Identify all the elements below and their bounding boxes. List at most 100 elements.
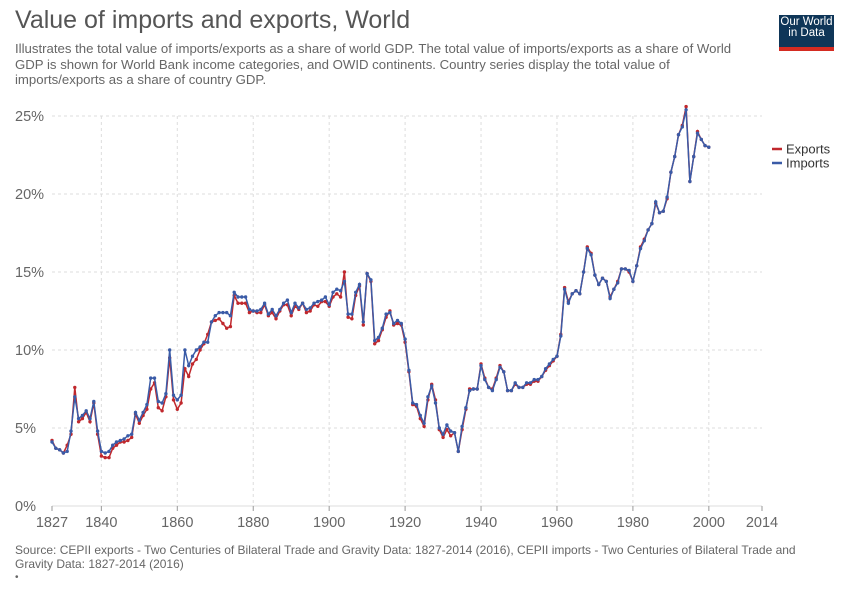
data-point[interactable]	[578, 292, 582, 296]
data-point[interactable]	[183, 348, 187, 352]
data-point[interactable]	[69, 429, 73, 433]
data-point[interactable]	[122, 437, 126, 441]
data-point[interactable]	[661, 209, 665, 213]
data-point[interactable]	[99, 454, 104, 458]
data-point[interactable]	[206, 340, 210, 344]
data-point[interactable]	[198, 345, 202, 349]
data-point[interactable]	[236, 301, 240, 305]
data-point[interactable]	[107, 455, 111, 460]
data-point[interactable]	[532, 377, 536, 382]
data-point[interactable]	[133, 410, 138, 415]
data-point[interactable]	[646, 228, 650, 232]
data-point[interactable]	[551, 357, 555, 362]
data-point[interactable]	[376, 338, 381, 343]
owid-logo[interactable]: Our World in Data	[779, 15, 834, 51]
data-point[interactable]	[392, 321, 396, 326]
data-point[interactable]	[631, 279, 635, 284]
data-point[interactable]	[73, 395, 77, 399]
data-point[interactable]	[274, 317, 278, 321]
data-point[interactable]	[521, 385, 525, 390]
data-point[interactable]	[354, 290, 358, 294]
data-point[interactable]	[259, 310, 263, 315]
data-point[interactable]	[365, 271, 369, 276]
data-point[interactable]	[654, 200, 658, 204]
data-point[interactable]	[232, 290, 236, 294]
data-point[interactable]	[111, 443, 115, 447]
data-point[interactable]	[471, 387, 476, 391]
data-point[interactable]	[684, 104, 688, 109]
data-point[interactable]	[441, 435, 445, 440]
data-point[interactable]	[680, 125, 684, 129]
data-point[interactable]	[562, 287, 567, 291]
data-point[interactable]	[616, 281, 620, 285]
data-point[interactable]	[676, 133, 681, 137]
data-point[interactable]	[657, 211, 662, 215]
data-point[interactable]	[384, 312, 388, 316]
data-point[interactable]	[190, 354, 195, 358]
data-point[interactable]	[285, 298, 290, 302]
data-point[interactable]	[414, 402, 419, 407]
data-point[interactable]	[350, 317, 354, 321]
data-point[interactable]	[460, 424, 464, 429]
data-point[interactable]	[80, 413, 85, 418]
data-point[interactable]	[175, 407, 179, 411]
data-point[interactable]	[388, 310, 392, 315]
data-point[interactable]	[278, 307, 282, 312]
data-point[interactable]	[684, 108, 688, 112]
data-point[interactable]	[95, 429, 100, 433]
data-point[interactable]	[228, 324, 233, 329]
data-point[interactable]	[673, 154, 677, 159]
data-point[interactable]	[171, 398, 176, 402]
data-point[interactable]	[467, 388, 472, 393]
data-point[interactable]	[430, 384, 434, 388]
data-point[interactable]	[213, 318, 217, 323]
data-point[interactable]	[80, 416, 85, 421]
data-point[interactable]	[240, 301, 244, 305]
data-point[interactable]	[380, 326, 384, 330]
data-point[interactable]	[433, 401, 438, 405]
data-point[interactable]	[589, 253, 593, 257]
data-point[interactable]	[331, 290, 335, 294]
data-point[interactable]	[486, 385, 491, 390]
legend-label[interactable]: Exports	[786, 142, 831, 157]
data-point[interactable]	[88, 416, 92, 421]
data-point[interactable]	[395, 318, 400, 323]
data-point[interactable]	[464, 406, 468, 410]
data-point[interactable]	[217, 317, 221, 321]
data-point[interactable]	[76, 416, 81, 421]
data-point[interactable]	[160, 401, 164, 405]
data-point[interactable]	[308, 309, 312, 313]
data-point[interactable]	[608, 296, 612, 301]
data-point[interactable]	[171, 393, 176, 397]
data-point[interactable]	[441, 432, 445, 436]
data-point[interactable]	[114, 443, 119, 447]
data-point[interactable]	[243, 295, 248, 299]
data-point[interactable]	[524, 381, 529, 385]
data-point[interactable]	[107, 449, 111, 454]
data-point[interactable]	[304, 307, 309, 312]
data-point[interactable]	[247, 307, 252, 312]
data-point[interactable]	[73, 385, 77, 390]
data-point[interactable]	[494, 377, 498, 382]
data-point[interactable]	[635, 264, 639, 268]
data-point[interactable]	[103, 455, 107, 460]
series-exports[interactable]	[50, 104, 711, 460]
data-point[interactable]	[141, 410, 145, 415]
data-point[interactable]	[547, 362, 552, 366]
data-point[interactable]	[540, 374, 544, 379]
data-point[interactable]	[84, 409, 88, 413]
data-point[interactable]	[247, 310, 252, 315]
data-point[interactable]	[695, 131, 700, 135]
data-point[interactable]	[411, 401, 415, 405]
data-point[interactable]	[308, 306, 312, 310]
data-point[interactable]	[251, 309, 255, 313]
data-point[interactable]	[669, 170, 673, 174]
data-point[interactable]	[152, 376, 157, 380]
data-point[interactable]	[593, 273, 597, 277]
data-point[interactable]	[338, 289, 343, 293]
data-point[interactable]	[221, 321, 225, 326]
data-point[interactable]	[221, 310, 225, 315]
data-point[interactable]	[126, 438, 130, 443]
